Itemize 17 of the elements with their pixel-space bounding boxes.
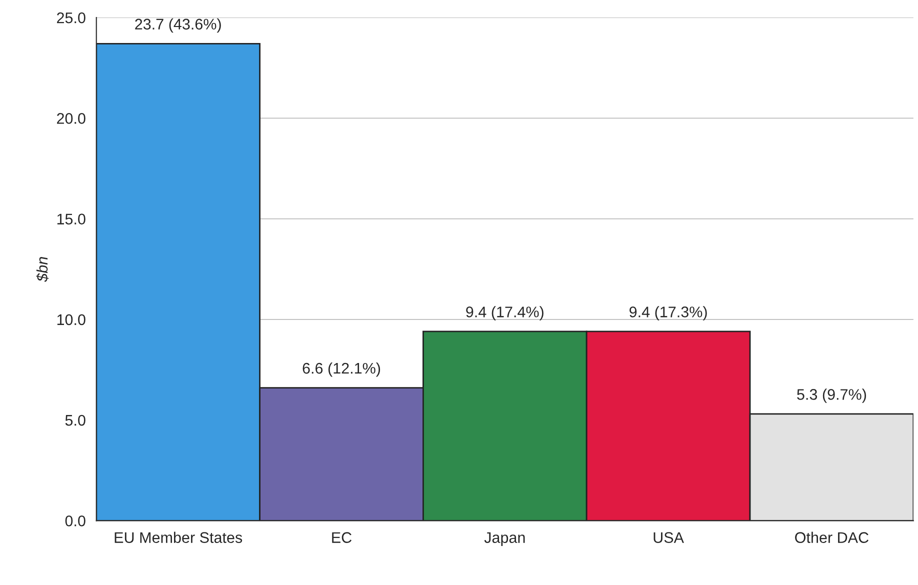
y-axis-title: $bn [36,257,49,282]
x-tick-label: Other DAC [795,532,868,543]
data-label: 5.3 (9.7%) [797,388,866,403]
x-tick-label: USA [654,532,684,543]
x-tick-label: EU Member States [114,532,242,543]
y-tick-label: 10.0 [57,314,86,326]
data-label: 23.7 (43.6%) [135,18,221,33]
x-tick-label: EC [332,532,352,543]
y-tick-label: 25.0 [57,12,86,24]
data-label: 6.6 (12.1%) [302,362,380,377]
y-tick-label: 15.0 [57,214,86,224]
data-label: 9.4 (17.4%) [466,306,544,320]
y-tick-label: 20.0 [57,113,86,124]
x-tick-label: Japan [484,532,525,546]
y-tick-label: 5.0 [65,414,86,426]
data-label: 9.4 (17.3%) [630,306,707,320]
y-tick-label: 0.0 [65,516,86,526]
